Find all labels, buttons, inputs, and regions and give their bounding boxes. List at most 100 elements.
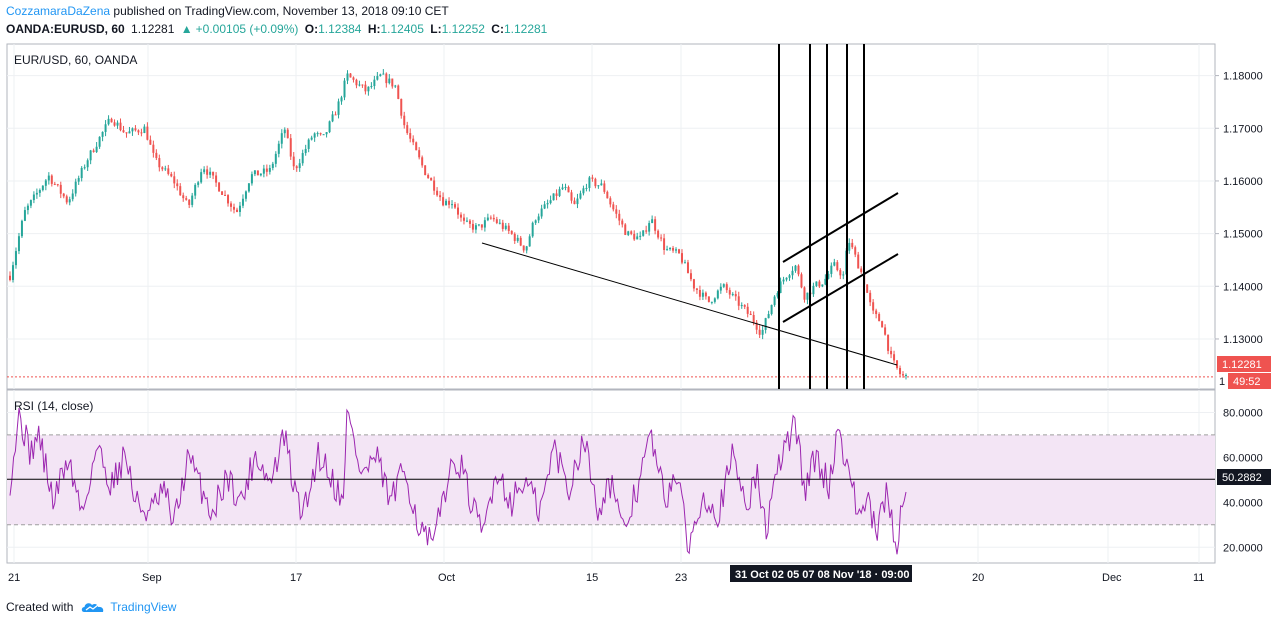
time-axis[interactable]: 21 Sep 17 Oct 15 23 20 Dec 11 — [8, 572, 1204, 584]
channel-lower-line[interactable] — [782, 253, 899, 323]
candle-body — [427, 175, 430, 178]
candle-body — [489, 217, 492, 219]
candle-body — [241, 198, 244, 206]
candle-body — [346, 73, 349, 81]
candle-body — [833, 262, 836, 266]
candle-body — [301, 153, 304, 164]
candle-body — [325, 132, 328, 135]
candle-body — [415, 142, 418, 151]
candle-body — [74, 181, 77, 194]
candle-body — [537, 216, 540, 221]
candle-body — [376, 76, 379, 80]
vertical-lines-drawing[interactable] — [778, 44, 865, 389]
candle-body — [104, 124, 107, 132]
rsi-tick-label: 20.0000 — [1223, 542, 1263, 554]
candle-body — [364, 84, 367, 92]
candle-body — [98, 136, 101, 147]
candle-body — [197, 182, 200, 185]
price-tick-label: 1.16000 — [1223, 176, 1263, 188]
candle-body — [313, 133, 316, 138]
candle-body — [259, 173, 262, 176]
candle-body — [328, 121, 331, 133]
candle-body — [352, 77, 355, 80]
candle-body — [510, 230, 513, 234]
candle-body — [331, 114, 334, 122]
candle-body — [424, 165, 427, 176]
candle-body — [743, 305, 746, 307]
candle-body — [382, 73, 385, 75]
candle-body — [68, 199, 71, 203]
candle-body — [95, 146, 98, 152]
candle-body — [247, 183, 250, 192]
candle-body — [454, 204, 457, 208]
candle-body — [606, 191, 609, 199]
author-link[interactable]: CozzamaraDaZena — [6, 4, 111, 18]
candle-body — [860, 268, 863, 272]
candle-body — [271, 163, 274, 168]
candle-body — [86, 160, 89, 168]
candle-body — [59, 184, 62, 194]
candle-body — [448, 200, 451, 205]
candle-body — [23, 210, 26, 221]
candle-body — [337, 101, 340, 115]
candle-body — [203, 169, 206, 173]
rsi-tick-label: 80.0000 — [1223, 407, 1263, 419]
low-value: 1.12252 — [441, 22, 485, 36]
candle-body — [534, 220, 537, 223]
candle-body — [651, 219, 654, 224]
candle-body — [624, 224, 627, 235]
candle-body — [686, 262, 689, 274]
candle-body — [200, 172, 203, 183]
candle-body — [47, 175, 50, 181]
candle-body — [636, 236, 639, 240]
candle-body — [89, 150, 92, 161]
price-pane[interactable] — [6, 43, 1216, 390]
triangle-up-icon: ▲ — [180, 22, 193, 36]
candle-body — [44, 180, 47, 186]
candle-body — [221, 191, 224, 195]
rsi-axis[interactable]: 80.0000 60.0000 40.0000 20.0000 — [1223, 407, 1263, 554]
candle-body — [367, 86, 370, 92]
support-trend-line[interactable] — [481, 242, 898, 366]
candle-body — [465, 220, 468, 222]
candle-body — [26, 205, 29, 211]
candle-body — [498, 222, 501, 224]
candle-body — [155, 152, 158, 159]
open-value: 1.12384 — [318, 22, 362, 36]
candle-body — [41, 185, 44, 191]
candle-body — [161, 167, 164, 170]
candle-body — [567, 186, 570, 193]
countdown-tag-text: 49:52 — [1233, 376, 1261, 388]
candle-body — [666, 249, 669, 251]
candle-body — [176, 183, 179, 187]
candle-body — [35, 192, 38, 195]
channel-upper-line[interactable] — [782, 192, 899, 263]
candle-body — [110, 118, 113, 123]
candle-body — [770, 304, 773, 315]
candle-body — [495, 219, 498, 223]
time-tick-label: 15 — [586, 572, 598, 584]
candle-body — [355, 79, 358, 86]
candle-body — [704, 292, 707, 297]
trend-lines-drawing[interactable] — [481, 192, 899, 366]
candle-body — [143, 126, 146, 133]
candle-body — [767, 314, 770, 319]
candle-body — [728, 290, 731, 295]
candle-body — [683, 262, 686, 264]
candle-body — [457, 207, 459, 215]
candle-body — [179, 186, 182, 196]
tradingview-link[interactable]: TradingView — [81, 600, 176, 614]
candle-body — [848, 242, 851, 251]
candle-body — [519, 237, 522, 246]
candle-body — [725, 284, 728, 291]
candle-body — [334, 114, 337, 116]
price-tick-label: 1.18000 — [1223, 71, 1263, 83]
candle-body — [887, 334, 890, 351]
candle-body — [134, 128, 137, 131]
price-axis[interactable]: 1.18000 1.17000 1.16000 1.15000 1.14000 1.130… — [1215, 71, 1263, 346]
candle-body — [588, 177, 591, 188]
price-pane-title: EUR/USD, 60, OANDA — [14, 53, 137, 67]
candle-body — [194, 184, 197, 196]
candle-body — [32, 194, 35, 201]
